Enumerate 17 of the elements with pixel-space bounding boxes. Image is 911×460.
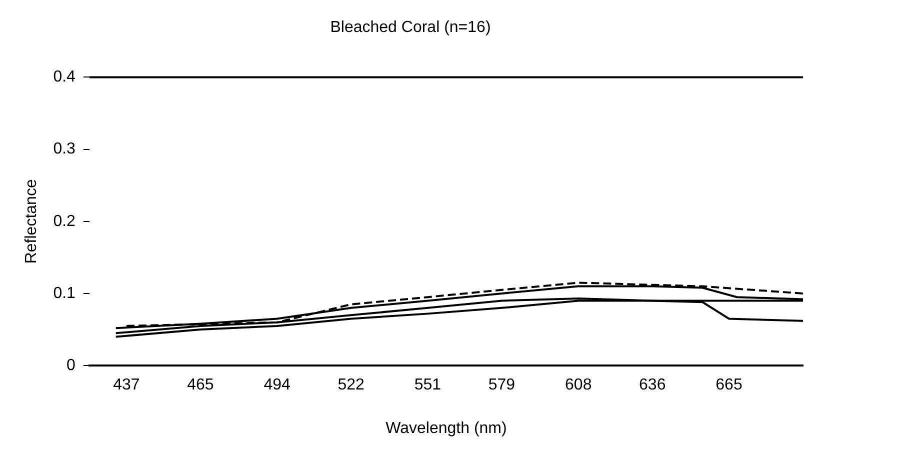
y-tick-label: 0.1	[53, 284, 76, 302]
x-tick-label: 636	[639, 376, 666, 394]
y-tick-label: 0.4	[53, 68, 76, 86]
y-tick-label: 0.3	[53, 140, 76, 158]
chart-title: Bleached Coral (n=16)	[330, 19, 491, 36]
x-tick-label: 551	[414, 376, 442, 394]
y-axis-title: Reflectance	[23, 179, 40, 264]
x-tick-label: 465	[187, 376, 214, 394]
x-tick-label: 608	[565, 376, 592, 394]
x-tick-label: 494	[264, 376, 291, 394]
x-tick-label: 665	[716, 376, 742, 394]
x-axis-title: Wavelength (nm)	[386, 420, 507, 437]
x-tick-label: 522	[338, 376, 365, 394]
y-tick-label: 0	[66, 357, 76, 374]
x-tick-label: 579	[488, 376, 516, 394]
x-tick-label: 437	[113, 376, 140, 394]
y-tick-label: 0.2	[53, 212, 76, 230]
